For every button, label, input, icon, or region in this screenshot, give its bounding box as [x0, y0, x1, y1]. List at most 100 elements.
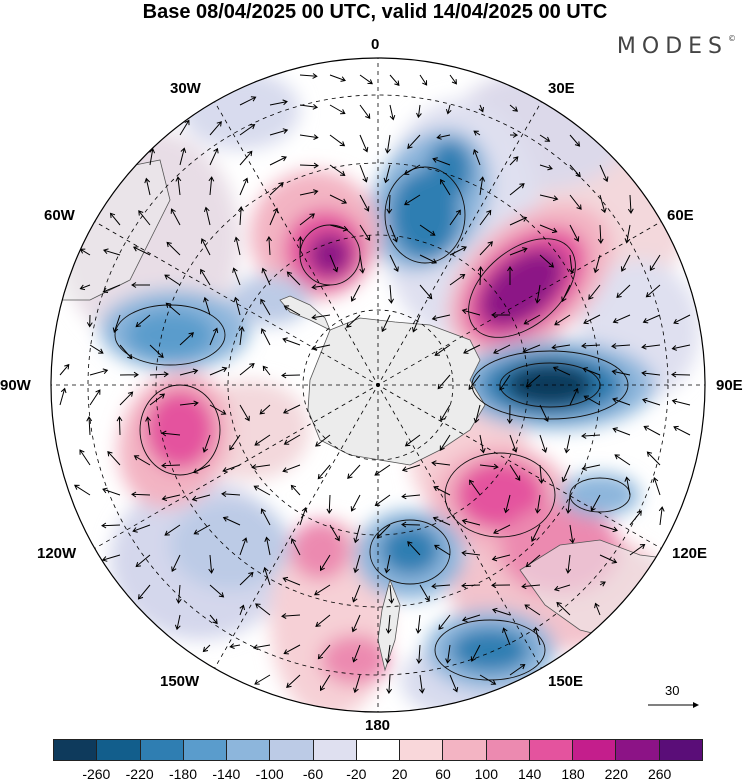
wind-vector — [509, 104, 519, 112]
wind-vector — [170, 208, 181, 226]
wind-vector — [561, 464, 571, 483]
wind-vector — [209, 614, 218, 625]
wind-vector — [614, 454, 631, 466]
wind-vector — [461, 308, 481, 316]
wind-vector — [403, 164, 421, 175]
wind-vector — [432, 157, 451, 166]
wind-vector — [359, 164, 368, 183]
wind-vector — [506, 404, 513, 424]
wind-vector — [539, 224, 558, 234]
wind-vector — [149, 147, 156, 166]
wind-vector — [166, 241, 181, 256]
colorbar-swatch — [659, 740, 702, 760]
wind-vector — [179, 332, 195, 346]
wind-vector — [239, 96, 257, 106]
map-title: Base 08/04/2025 00 UTC, valid 14/04/2025… — [142, 1, 608, 23]
colorbar-tick-label: -140 — [212, 766, 241, 782]
wind-vector — [599, 581, 606, 587]
wind-vector — [461, 550, 481, 557]
wind-vector — [286, 674, 301, 688]
wind-vector — [359, 254, 366, 274]
wind-vector — [359, 104, 371, 119]
wind-vector — [202, 644, 211, 653]
wind-vector — [491, 311, 511, 318]
wind-vector — [359, 224, 371, 241]
wind-vector — [461, 582, 481, 589]
wind-vector — [507, 266, 513, 285]
wind-vector — [264, 536, 271, 556]
wind-vector — [239, 177, 249, 196]
wind-vector — [594, 602, 601, 616]
wind-vector — [73, 484, 91, 496]
wind-vector — [404, 434, 421, 447]
wind-vector — [138, 210, 151, 226]
wind-vector — [539, 434, 548, 453]
wind-vector — [269, 128, 289, 136]
wind-vector — [352, 644, 361, 663]
wind-vector — [561, 284, 571, 303]
wind-vector — [86, 314, 93, 328]
lon-label-60w: 60W — [44, 207, 75, 224]
wind-vector — [175, 584, 182, 604]
wind-vector — [468, 374, 481, 391]
wind-vector — [209, 404, 227, 415]
wind-vector — [611, 343, 631, 349]
wind-vector — [297, 236, 304, 256]
wind-vector — [597, 224, 604, 244]
wind-vector — [165, 302, 181, 316]
wind-vector — [352, 584, 361, 603]
wind-vector — [329, 254, 339, 273]
wind-vector — [434, 344, 451, 356]
wind-vector — [239, 124, 256, 136]
wind-vector — [445, 644, 451, 664]
wind-vector — [107, 450, 121, 466]
wind-vector — [472, 149, 481, 166]
wind-vector — [388, 284, 395, 304]
lon-label-150e: 150E — [548, 673, 584, 690]
wind-vector — [101, 554, 121, 562]
wind-vector — [359, 74, 373, 85]
anomaly-field — [51, 58, 705, 712]
wind-vector — [149, 344, 164, 359]
wind-vector — [79, 449, 91, 466]
wind-vector — [673, 314, 691, 325]
wind-vector — [642, 314, 661, 324]
polar-map — [50, 57, 706, 713]
wind-vector — [388, 584, 395, 604]
wind-vector — [503, 494, 511, 514]
colorbar-swatch — [313, 740, 357, 760]
wind-vector — [646, 451, 661, 466]
wind-vector — [145, 416, 151, 436]
wind-vector — [290, 484, 301, 496]
wind-vector — [299, 162, 319, 169]
wind-vector — [492, 607, 511, 616]
wind-vector — [179, 147, 187, 166]
wind-vector — [239, 404, 250, 422]
wind-vector — [569, 387, 579, 406]
wind-vector — [479, 674, 497, 685]
wind-vector — [254, 674, 271, 685]
wind-vector — [209, 366, 228, 376]
wind-vector — [556, 601, 571, 616]
wind-vector — [386, 194, 393, 214]
wind-vector — [329, 224, 349, 232]
wind-vector — [439, 434, 451, 451]
wind-vector — [473, 404, 481, 424]
wind-vector — [299, 134, 319, 140]
wind-vector — [260, 298, 271, 316]
wind-vector — [202, 434, 211, 453]
wind-vector — [658, 506, 665, 526]
wind-vector — [260, 508, 271, 526]
wind-vector — [449, 674, 459, 693]
wind-vector — [599, 554, 618, 564]
wind-vector — [359, 134, 369, 153]
colorbar-tick-label: 180 — [561, 766, 585, 782]
wind-vector — [203, 206, 211, 226]
wind-vector — [132, 524, 151, 533]
wind-vector — [137, 584, 151, 600]
wind-vector — [252, 644, 271, 651]
wind-vector — [89, 344, 104, 354]
wind-vector — [161, 430, 181, 437]
wind-vector — [642, 397, 661, 406]
wind-vector — [438, 614, 451, 630]
